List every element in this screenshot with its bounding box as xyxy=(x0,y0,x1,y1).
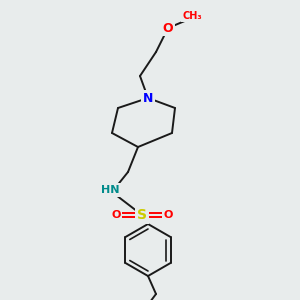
Text: HN: HN xyxy=(101,185,119,195)
Text: S: S xyxy=(137,208,147,222)
Text: O: O xyxy=(163,22,173,34)
Text: CH₃: CH₃ xyxy=(182,11,202,21)
Text: O: O xyxy=(163,210,173,220)
Text: O: O xyxy=(111,210,121,220)
Text: N: N xyxy=(143,92,153,104)
